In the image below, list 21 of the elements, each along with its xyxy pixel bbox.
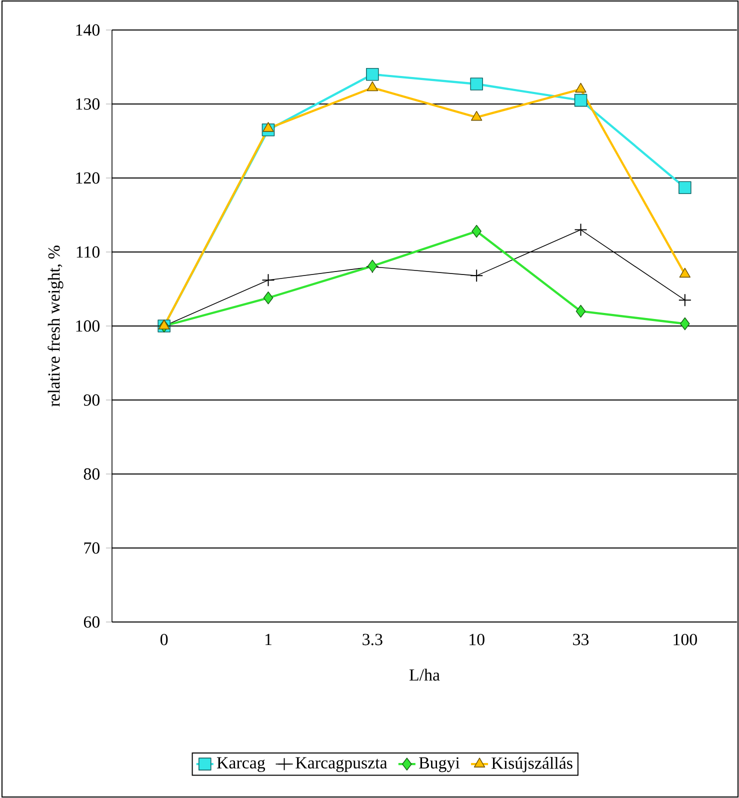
x-tick-label: 3.3 (362, 634, 382, 646)
x-tick-label: 33 (573, 634, 589, 646)
legend-label: Bugyi (419, 757, 460, 772)
x-tick-label: 100 (674, 634, 697, 646)
y-axis-title: relative fresh weight, % (48, 246, 64, 407)
x-tick-label: 1 (266, 634, 272, 646)
y-tick-label: 130 (76, 98, 100, 110)
y-tick-label: 100 (76, 320, 100, 332)
legend-label: Karcag (216, 757, 266, 772)
x-tick-label: 10 (470, 634, 484, 646)
y-tick-label: 120 (76, 172, 100, 184)
legend-label: Karcagpuszta (296, 757, 388, 772)
y-tick-label: 80 (84, 468, 100, 480)
x-tick-label: 0 (160, 634, 168, 646)
y-tick-label: 110 (76, 246, 100, 258)
y-tick-label: 60 (84, 616, 100, 628)
y-tick-label: 90 (84, 394, 100, 406)
y-tick-label: 70 (84, 542, 100, 554)
legend-label: Kisújszállás (492, 756, 572, 772)
x-axis-title: L/ha (409, 668, 440, 681)
y-tick-label: 140 (76, 24, 100, 36)
